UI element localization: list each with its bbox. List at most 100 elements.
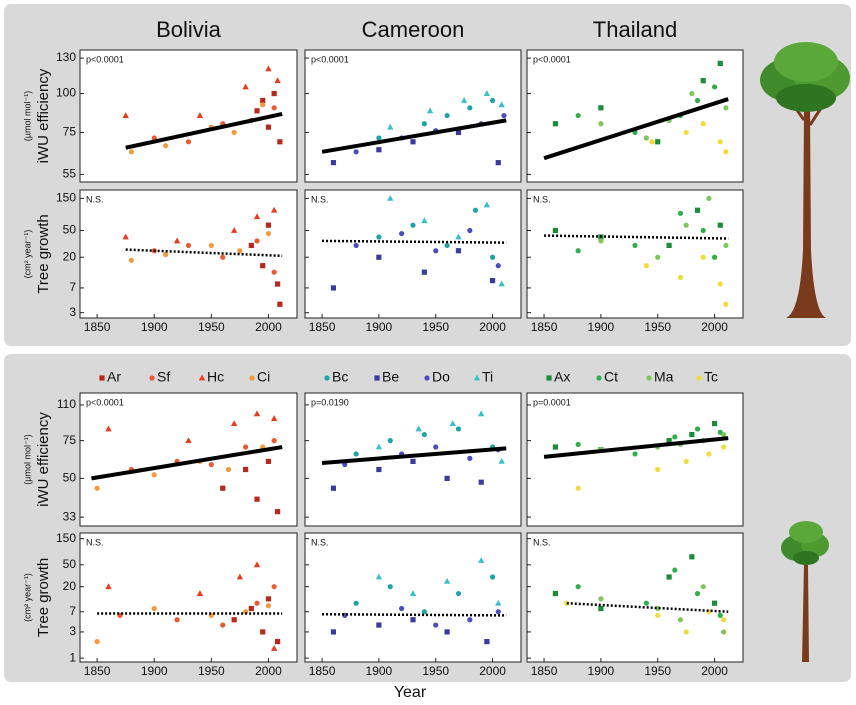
- x-tick-label: 2000: [701, 320, 728, 334]
- x-tick-label: 1950: [644, 320, 671, 334]
- y-tick-label: 150: [56, 531, 76, 545]
- point: [689, 554, 694, 559]
- point: [467, 456, 472, 461]
- p-value: p=0.0190: [311, 397, 349, 407]
- point: [721, 444, 726, 449]
- point: [232, 130, 237, 135]
- point: [655, 139, 660, 144]
- x-tick-label: 1950: [198, 664, 225, 678]
- point: [410, 617, 415, 622]
- p-value: p<0.0001: [533, 54, 571, 64]
- x-tick-label: 1850: [309, 320, 336, 334]
- point: [422, 270, 427, 275]
- point: [445, 476, 450, 481]
- x-tick-label: 1950: [422, 664, 449, 678]
- point: [456, 248, 461, 253]
- legend-marker: [249, 375, 254, 380]
- point: [174, 617, 179, 622]
- point: [209, 462, 214, 467]
- x-tick-label: 1850: [84, 320, 111, 334]
- point: [272, 584, 277, 589]
- point: [701, 78, 706, 83]
- x-tick-label: 1850: [309, 664, 336, 678]
- legend-marker: [424, 375, 429, 380]
- point: [706, 451, 711, 456]
- point: [422, 609, 427, 614]
- point: [249, 243, 254, 248]
- point: [496, 263, 501, 268]
- point: [598, 606, 603, 611]
- x-tick-label: 2000: [255, 320, 282, 334]
- point: [260, 263, 265, 268]
- legend-label: Ar: [107, 369, 121, 385]
- point: [163, 252, 168, 257]
- x-tick-label: 1850: [84, 664, 111, 678]
- y-tick-label: 3: [69, 305, 76, 319]
- point: [422, 432, 427, 437]
- point: [655, 255, 660, 260]
- point: [467, 228, 472, 233]
- legend-label: Ct: [604, 369, 618, 385]
- point: [644, 135, 649, 140]
- legend-label: Ma: [654, 369, 674, 385]
- y-tick-label: 7: [69, 280, 76, 294]
- point: [277, 139, 282, 144]
- point: [467, 617, 472, 622]
- point: [678, 275, 683, 280]
- point: [695, 591, 700, 596]
- point: [331, 629, 336, 634]
- point: [266, 231, 271, 236]
- plot-area: [527, 533, 743, 662]
- y-tick-label: 50: [63, 471, 77, 485]
- y-axis-label: Tree growth: [35, 558, 52, 637]
- country-title: Bolivia: [156, 17, 222, 42]
- x-tick-label: 1900: [588, 664, 615, 678]
- point: [684, 223, 689, 228]
- point: [644, 263, 649, 268]
- legend-label: Do: [432, 369, 450, 385]
- point: [220, 622, 225, 627]
- x-tick-label: 1950: [422, 320, 449, 334]
- p-value: N.S.: [533, 537, 551, 547]
- p-value: N.S.: [86, 537, 104, 547]
- point: [490, 98, 495, 103]
- x-tick-label: 2000: [479, 664, 506, 678]
- point: [376, 467, 381, 472]
- point: [456, 591, 461, 596]
- point: [553, 121, 558, 126]
- point: [490, 574, 495, 579]
- point: [667, 574, 672, 579]
- legend-label: Be: [382, 369, 399, 385]
- point: [410, 139, 415, 144]
- x-tick-label: 1950: [198, 320, 225, 334]
- point: [254, 601, 259, 606]
- point: [684, 130, 689, 135]
- y-axis-label: Tree growth: [35, 214, 52, 293]
- point: [721, 629, 726, 634]
- point: [226, 467, 231, 472]
- p-value: p<0.0001: [311, 54, 349, 64]
- point: [484, 639, 489, 644]
- point: [689, 91, 694, 96]
- point: [672, 434, 677, 439]
- point: [95, 639, 100, 644]
- plot-area: [80, 190, 297, 318]
- point: [275, 509, 280, 514]
- point: [598, 105, 603, 110]
- point: [712, 255, 717, 260]
- point: [376, 622, 381, 627]
- legend-marker: [696, 375, 701, 380]
- point: [331, 285, 336, 290]
- point: [433, 248, 438, 253]
- point: [331, 160, 336, 165]
- y-tick-label: 7: [69, 604, 76, 618]
- point: [95, 486, 100, 491]
- x-tick-label: 1950: [644, 664, 671, 678]
- point: [667, 243, 672, 248]
- point: [701, 255, 706, 260]
- point: [186, 243, 191, 248]
- point: [721, 432, 726, 437]
- point: [220, 255, 225, 260]
- point: [220, 486, 225, 491]
- point: [723, 243, 728, 248]
